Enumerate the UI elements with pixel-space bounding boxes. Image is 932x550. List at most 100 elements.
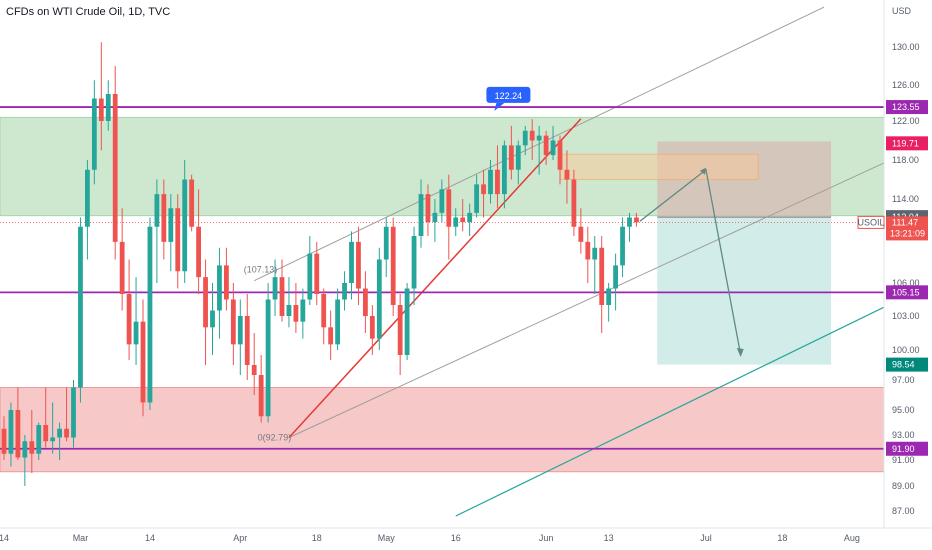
candle-34 (237, 299, 243, 375)
candle-5 (36, 422, 42, 460)
candle-body (36, 425, 42, 454)
projection-path (639, 168, 742, 356)
candle-24 (168, 194, 174, 272)
candle-body (210, 310, 215, 328)
candle-body (349, 241, 354, 283)
candle-37 (258, 355, 264, 423)
level-tag-1: 105.15 (892, 287, 920, 297)
candle-body (481, 184, 486, 195)
candle-63 (439, 179, 445, 223)
projection-arrow-head (736, 348, 744, 357)
candle-25 (175, 194, 181, 289)
candle-body (508, 145, 514, 170)
candle-17 (119, 208, 125, 311)
candle-20 (140, 299, 146, 417)
candle-body (119, 241, 125, 294)
candle-body (85, 169, 90, 227)
candle-50 (349, 231, 354, 300)
candle-body (613, 265, 618, 289)
candle-22 (154, 179, 160, 283)
candle-body (272, 277, 278, 300)
candle-61 (425, 184, 431, 236)
candle-body (369, 316, 375, 339)
candle-body (460, 217, 466, 223)
candle-body (543, 135, 549, 156)
candle-body (585, 241, 591, 260)
candle-21 (147, 217, 153, 410)
candle-13 (91, 80, 97, 185)
candle-78 (543, 130, 549, 165)
x-tick-label: Apr (233, 533, 247, 543)
x-tick-label: 14 (145, 533, 155, 543)
candle-body (230, 299, 236, 345)
candle-3 (22, 435, 28, 486)
candle-4 (29, 410, 35, 473)
projection-arrow-head-2 (699, 167, 706, 175)
candle-14 (98, 42, 104, 151)
candle-body (550, 140, 556, 156)
candle-36 (251, 333, 257, 395)
chart-title: CFDs on WTI Crude Oil, 1D, TVC (6, 6, 171, 18)
candle-83 (578, 208, 584, 254)
candle-body (515, 145, 521, 170)
candle-60 (418, 179, 424, 248)
candle-body (64, 428, 69, 438)
candle-79 (550, 125, 556, 160)
candle-86 (599, 236, 605, 333)
candle-56 (390, 217, 396, 316)
candle-body (404, 288, 410, 355)
candle-65 (453, 208, 459, 236)
candle-body (383, 226, 389, 260)
candle-45 (314, 241, 320, 305)
candle-67 (467, 203, 473, 236)
candle-54 (376, 247, 382, 350)
candle-75 (522, 125, 528, 156)
candle-body (536, 135, 542, 141)
x-tick-label: 14 (0, 533, 9, 543)
candle-body (50, 437, 56, 442)
candle-73 (508, 125, 514, 180)
candle-body (154, 194, 160, 227)
candle-42 (293, 283, 299, 333)
demand-zone (0, 387, 885, 473)
price-tag-0: 119.71 (892, 138, 919, 148)
candle-body (453, 217, 459, 227)
candle-71 (495, 145, 500, 209)
y-tick-label: 93.00 (892, 430, 915, 440)
candle-18 (126, 259, 132, 360)
candle-23 (161, 179, 167, 260)
candle-72 (502, 140, 507, 209)
y-tick-label: 126.00 (892, 80, 920, 90)
candle-44 (307, 236, 313, 305)
high-price-label: 122.24 (495, 91, 523, 101)
candle-body (502, 145, 507, 195)
candle-27 (189, 174, 195, 232)
x-tick-label: Aug (844, 533, 860, 543)
long-trendline (455, 306, 885, 517)
candle-body (578, 226, 584, 242)
y-tick-label: 103.00 (892, 311, 920, 321)
candle-body (182, 179, 188, 272)
candle-body (300, 299, 306, 322)
candle-39 (272, 259, 278, 316)
candle-51 (356, 226, 361, 305)
candle-body (203, 277, 208, 328)
last-price-bg (886, 216, 928, 241)
candle-body (397, 305, 403, 355)
candle-26 (182, 160, 188, 283)
candle-body (571, 179, 577, 227)
candle-body (265, 299, 271, 417)
candle-body (439, 189, 445, 213)
candle-16 (112, 66, 118, 260)
symbol-tag-bg (857, 215, 885, 229)
candle-43 (300, 288, 306, 339)
candle-body (22, 441, 28, 458)
candle-body (307, 253, 313, 300)
y-tick-label: 130.00 (892, 42, 920, 52)
candle-body (529, 130, 535, 141)
y-tick-label: 114.00 (892, 194, 919, 204)
candle-body (251, 365, 257, 375)
y-tick-label: 100.00 (892, 345, 920, 355)
candle-body (189, 179, 195, 227)
